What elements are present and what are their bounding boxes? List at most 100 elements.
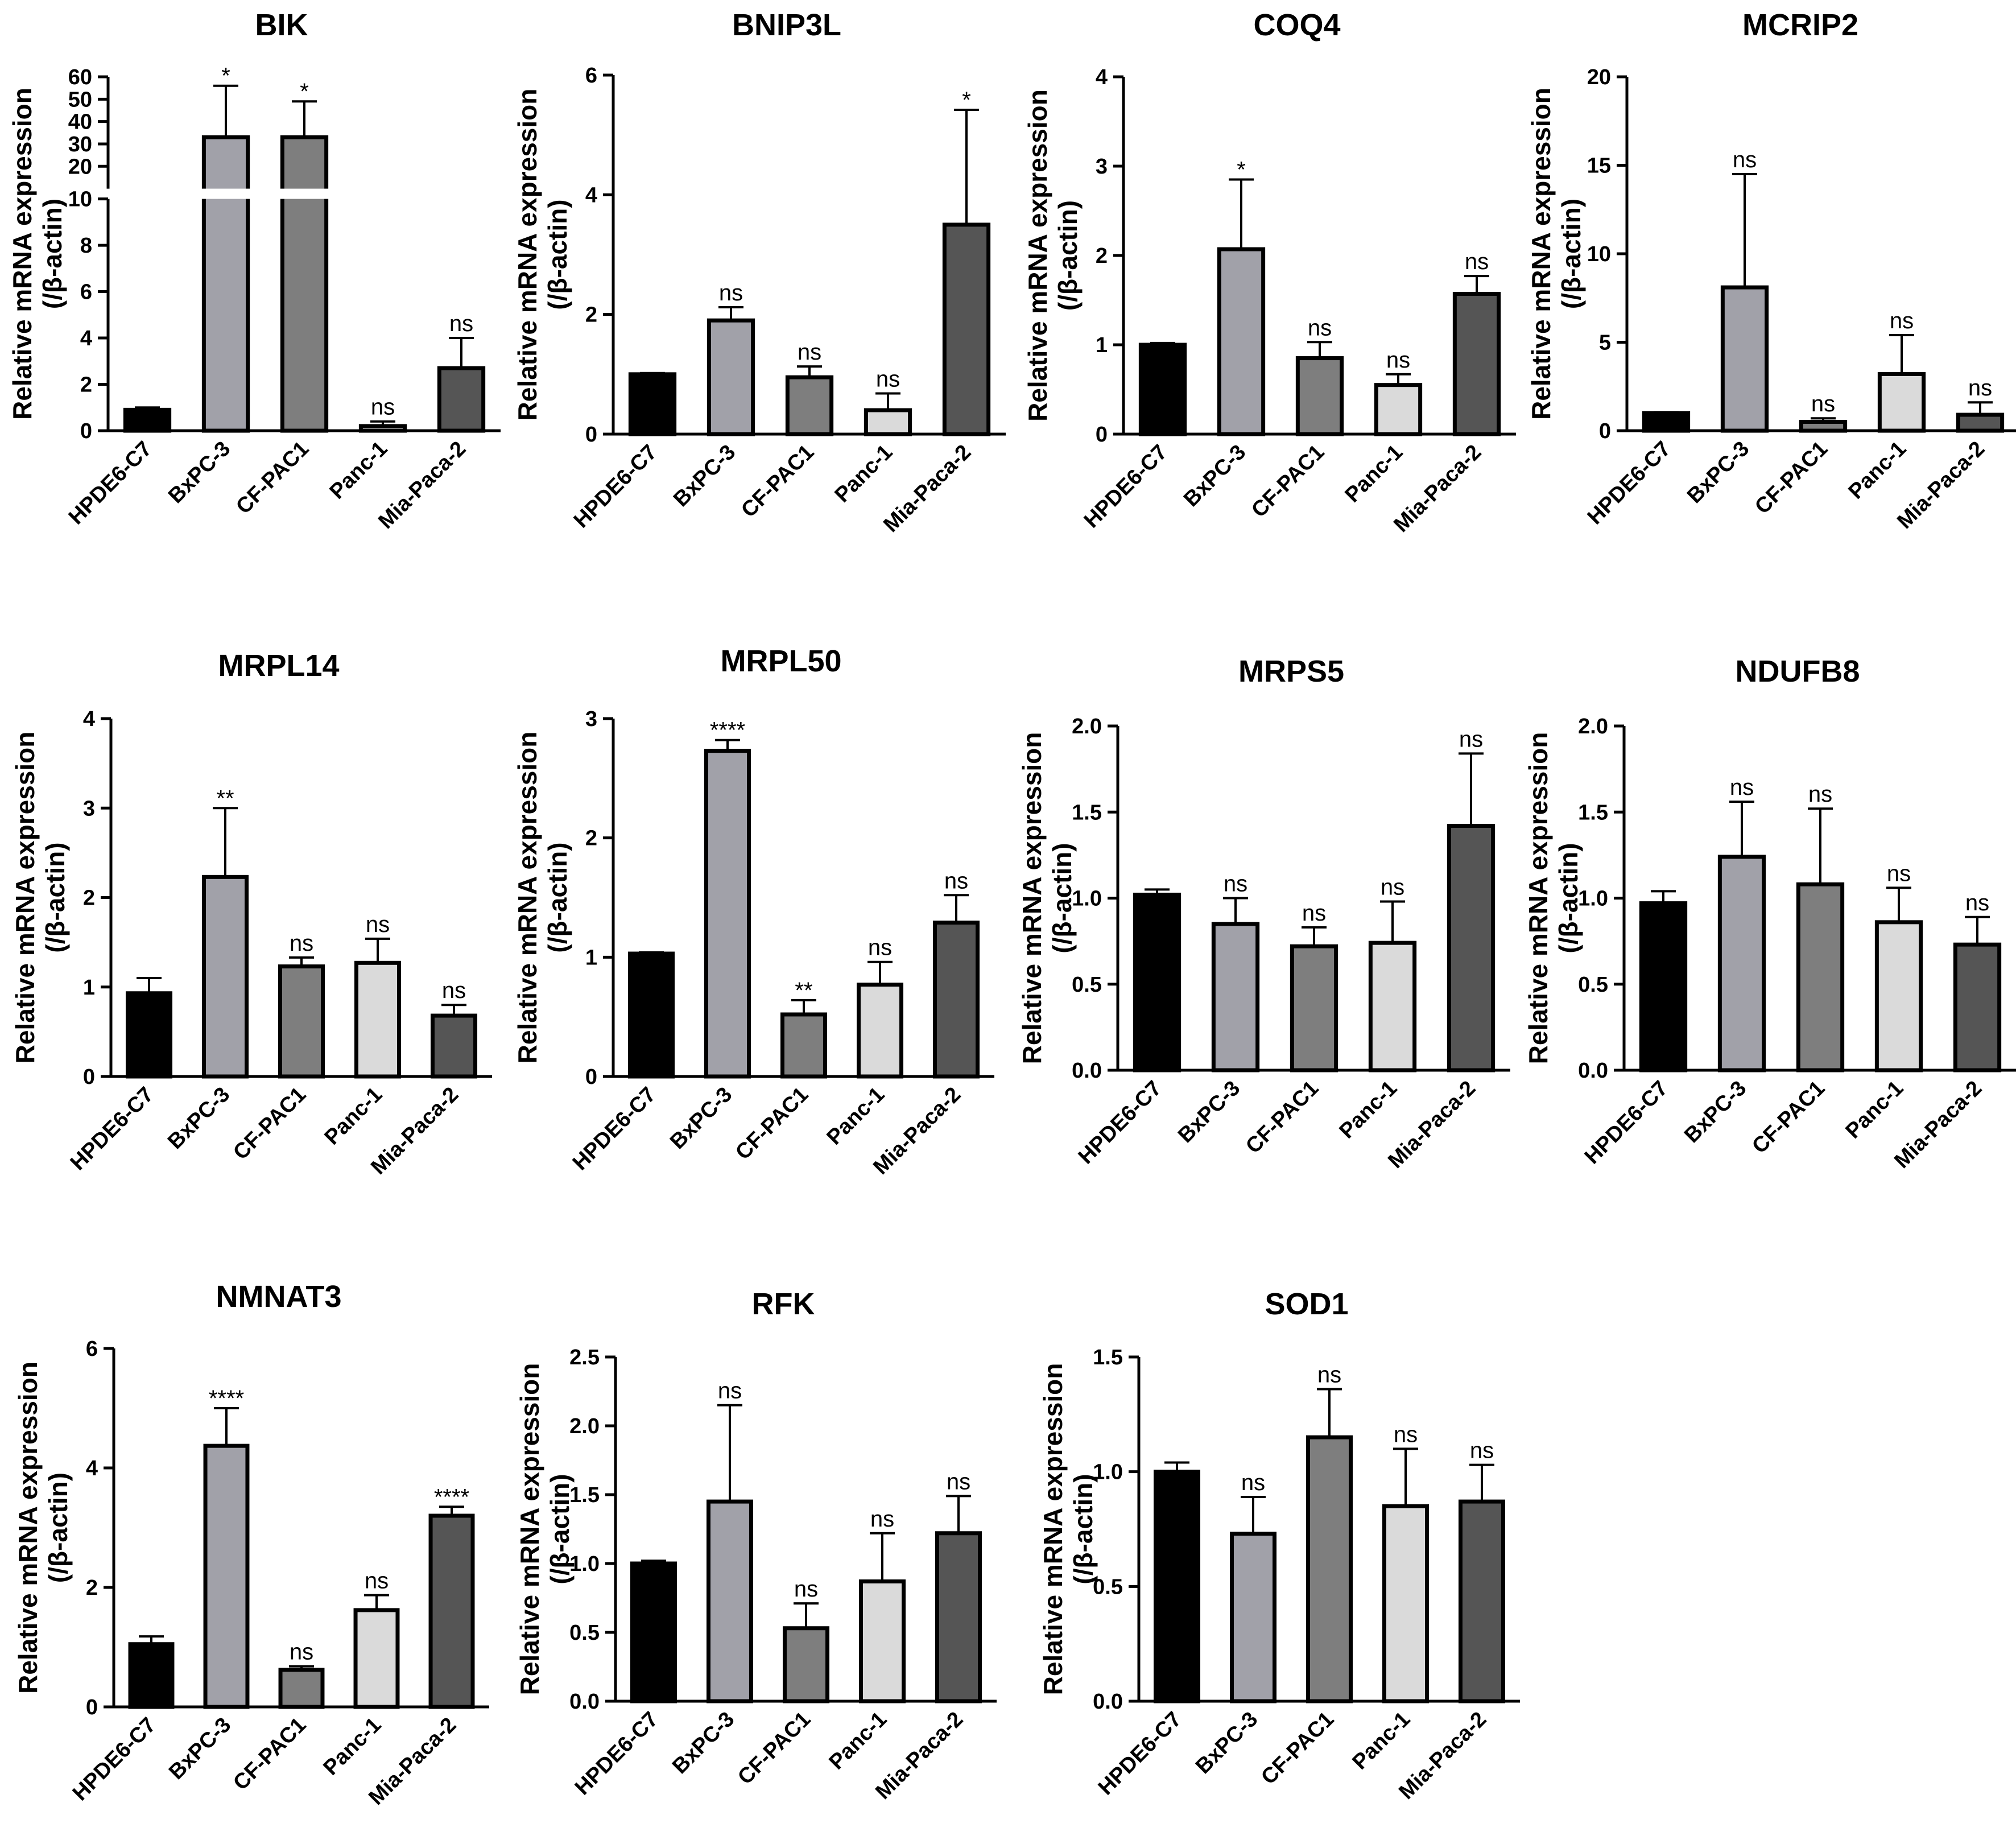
y-tick-label: 3 bbox=[585, 707, 597, 731]
chart-panel-bik: BIK Relative mRNA expression (/β-actin) 0 2 4… bbox=[7, 8, 501, 534]
bar-mia-paca-2 bbox=[942, 222, 991, 436]
y-axis-label-unit: (/β-actin) bbox=[1047, 843, 1077, 953]
significance-label-bxpc-3: ns bbox=[719, 280, 743, 306]
y-tick-label: 6 bbox=[80, 280, 92, 304]
significance-label-panc-1: ns bbox=[371, 395, 395, 420]
y-axis-label: Relative mRNA expression bbox=[513, 732, 542, 1064]
bar-mia-paca-2 bbox=[437, 366, 486, 433]
y-tick-label: 0 bbox=[585, 423, 597, 447]
bar-mia-paca-2 bbox=[932, 921, 980, 1079]
x-tick-label-hpde6-c7: HPDE6-C7 bbox=[64, 437, 157, 530]
y-axis-label: Relative mRNA expression bbox=[13, 1362, 43, 1694]
significance-label-cf-pac1: ** bbox=[795, 978, 812, 1003]
y-tick-label: 2 bbox=[83, 886, 95, 910]
significance-label-cf-pac1: ns bbox=[1317, 1362, 1341, 1387]
y-tick-label: 4 bbox=[585, 183, 597, 207]
y-tick-label: 20 bbox=[68, 155, 92, 179]
y-axis-label-unit: (/β-actin) bbox=[543, 199, 572, 310]
significance-label-mia-paca-2: ns bbox=[1968, 376, 1992, 401]
x-tick-label-bxpc-3: BxPC-3 bbox=[1680, 1076, 1751, 1148]
y-tick-label: 10 bbox=[68, 188, 92, 212]
bar-panc-1 bbox=[1874, 920, 1923, 1072]
y-tick-label: 1.5 bbox=[1093, 1346, 1123, 1370]
y-axis-label-unit: (/β-actin) bbox=[543, 842, 572, 952]
significance-label-bxpc-3: ns bbox=[1733, 147, 1757, 172]
chart-panel-nmnat3: NMNAT3 Relative mRNA expression (/β-actin)… bbox=[13, 1280, 489, 1810]
bar-bxpc-3 bbox=[1720, 285, 1769, 433]
significance-label-bxpc-3: ns bbox=[718, 1379, 742, 1404]
bar-panc-1 bbox=[358, 424, 407, 433]
x-tick-label-panc-1: Panc-1 bbox=[1844, 437, 1911, 504]
y-axis-label: Relative mRNA expression bbox=[1023, 89, 1052, 422]
bar-hpde6-c7 bbox=[1639, 901, 1688, 1072]
y-axis-label-unit: (/β-actin) bbox=[38, 199, 67, 309]
y-tick-label: 6 bbox=[86, 1337, 98, 1361]
y-tick-label: 6 bbox=[585, 64, 597, 88]
x-tick-label-cf-pac1: CF-PAC1 bbox=[229, 1713, 311, 1795]
significance-label-bxpc-3: * bbox=[1237, 158, 1246, 183]
x-tick-label-panc-1: Panc-1 bbox=[319, 1713, 386, 1780]
y-tick-label: 1.5 bbox=[1072, 801, 1102, 824]
bar-hpde6-c7 bbox=[630, 1561, 677, 1703]
bar-mia-paca-2 bbox=[1452, 292, 1501, 436]
significance-label-bxpc-3: **** bbox=[209, 1386, 244, 1411]
y-tick-label: 50 bbox=[68, 88, 92, 112]
significance-label-mia-paca-2: ns bbox=[1465, 249, 1489, 274]
chart-panel-bnip3l: BNIP3L Relative mRNA expression (/β-actin)… bbox=[513, 8, 1006, 537]
y-axis-label-unit: (/β-actin) bbox=[1068, 1474, 1098, 1584]
chart-title: BIK bbox=[255, 8, 308, 42]
significance-label-panc-1: ns bbox=[1887, 861, 1911, 886]
chart-panel-mrpl14: MRPL14 Relative mRNA expression (/β-actin)… bbox=[10, 649, 492, 1179]
chart-title: MRPL14 bbox=[218, 649, 339, 683]
y-axis-label-unit: (/β-actin) bbox=[1053, 200, 1083, 311]
bar-bxpc-3 bbox=[1217, 247, 1266, 436]
bar-panc-1 bbox=[1374, 383, 1423, 436]
significance-label-mia-paca-2: ns bbox=[1965, 890, 1989, 915]
x-tick-label-bxpc-3: BxPC-3 bbox=[669, 440, 740, 512]
bar-mia-paca-2 bbox=[1953, 942, 2002, 1072]
chart-title: SOD1 bbox=[1265, 1287, 1348, 1321]
bar-panc-1 bbox=[353, 1608, 400, 1709]
bar-hpde6-c7 bbox=[1138, 343, 1187, 436]
bar-cf-pac1 bbox=[785, 375, 834, 436]
x-tick-label-cf-pac1: CF-PAC1 bbox=[1257, 1707, 1339, 1789]
y-tick-label: 3 bbox=[1096, 155, 1108, 179]
chart-panel-mrpl50: MRPL50 Relative mRNA expression (/β-actin)… bbox=[513, 644, 994, 1179]
y-tick-label: 20 bbox=[1587, 65, 1611, 89]
x-tick-label-hpde6-c7: HPDE6-C7 bbox=[571, 1707, 663, 1800]
y-axis-label: Relative mRNA expression bbox=[515, 1363, 544, 1696]
x-tick-label-cf-pac1: CF-PAC1 bbox=[232, 437, 313, 519]
x-tick-label-panc-1: Panc-1 bbox=[825, 1707, 892, 1775]
x-tick-label-cf-pac1: CF-PAC1 bbox=[731, 1083, 813, 1165]
y-tick-label: 2 bbox=[1096, 244, 1108, 268]
significance-label-mia-paca-2: * bbox=[962, 88, 971, 113]
x-tick-label-hpde6-c7: HPDE6-C7 bbox=[1080, 440, 1172, 533]
bar-cf-pac1 bbox=[1306, 1435, 1353, 1703]
y-tick-label: 2.0 bbox=[569, 1414, 600, 1438]
bar-hpde6-c7 bbox=[123, 407, 172, 433]
x-tick-label-cf-pac1: CF-PAC1 bbox=[1748, 1076, 1829, 1158]
x-tick-label-bxpc-3: BxPC-3 bbox=[1191, 1707, 1262, 1779]
bar-mia-paca-2 bbox=[1458, 1499, 1506, 1703]
x-tick-label-hpde6-c7: HPDE6-C7 bbox=[568, 1083, 661, 1175]
significance-label-bxpc-3: * bbox=[221, 64, 230, 89]
bar-panc-1 bbox=[858, 1579, 906, 1703]
x-tick-label-panc-1: Panc-1 bbox=[1341, 440, 1408, 508]
bar-panc-1 bbox=[354, 960, 402, 1079]
y-axis-label-unit: (/β-actin) bbox=[1554, 843, 1583, 953]
y-tick-label: 1.0 bbox=[1072, 887, 1102, 911]
x-tick-label-bxpc-3: BxPC-3 bbox=[164, 437, 235, 508]
bar-panc-1 bbox=[1382, 1504, 1430, 1703]
y-tick-label: 0.0 bbox=[569, 1690, 600, 1714]
y-axis-label: Relative mRNA expression bbox=[1526, 88, 1556, 420]
x-tick-label-panc-1: Panc-1 bbox=[831, 440, 898, 508]
bar-bxpc-3 bbox=[203, 1443, 250, 1709]
y-tick-label: 1 bbox=[585, 946, 597, 970]
y-axis-label: Relative mRNA expression bbox=[1523, 732, 1553, 1065]
bar-bxpc-3 bbox=[201, 135, 250, 433]
x-tick-label-panc-1: Panc-1 bbox=[823, 1083, 890, 1150]
bar-cf-pac1 bbox=[780, 1012, 828, 1079]
significance-label-bxpc-3: ns bbox=[1224, 872, 1247, 897]
chart-panel-mcrip2: MCRIP2 Relative mRNA expression (/β-actin)… bbox=[1526, 8, 2016, 534]
